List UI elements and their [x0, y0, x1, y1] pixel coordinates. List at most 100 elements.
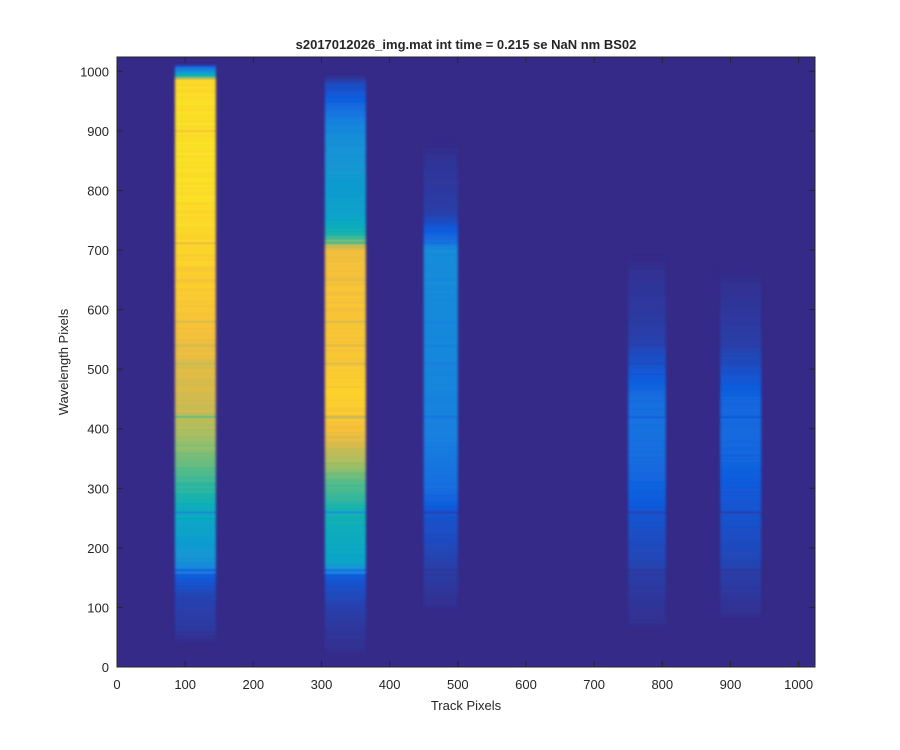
heatmap-cell: [324, 397, 366, 400]
heatmap-cell: [174, 601, 216, 603]
heatmap-cell: [720, 461, 762, 464]
heatmap-cell: [720, 518, 762, 521]
heatmap-cell: [423, 199, 458, 202]
heatmap-cell: [324, 271, 366, 273]
heatmap-cell: [423, 551, 458, 553]
heatmap-cell: [423, 523, 458, 526]
heatmap-cell: [324, 203, 366, 206]
heatmap-cell: [324, 314, 366, 316]
heatmap-cell: [324, 482, 366, 484]
heatmap-cell: [720, 508, 762, 511]
heatmap-cell: [423, 454, 458, 457]
heatmap-cell: [324, 293, 366, 296]
heatmap-cell: [174, 256, 216, 259]
heatmap-cell: [628, 448, 666, 451]
heatmap-cell: [174, 136, 216, 139]
heatmap-cell: [423, 268, 458, 271]
heatmap-cell: [423, 283, 458, 285]
heatmap-cell: [423, 174, 458, 177]
heatmap-cell: [324, 206, 366, 209]
heatmap-cell: [423, 503, 458, 506]
heatmap-cell: [324, 231, 366, 234]
heatmap-cell: [423, 230, 458, 233]
heatmap-cell: [628, 489, 666, 491]
heatmap-cell: [174, 175, 216, 178]
heatmap-cell: [324, 489, 366, 491]
heatmap-cell: [423, 603, 458, 606]
heatmap-cell: [324, 250, 366, 253]
heatmap-cell: [324, 383, 366, 385]
heatmap-cell: [174, 109, 216, 111]
heatmap-cell: [174, 623, 216, 626]
heatmap-cell: [423, 185, 458, 188]
heatmap-cell: [174, 304, 216, 307]
heatmap-cell: [174, 455, 216, 458]
heatmap-cell: [628, 476, 666, 478]
heatmap-cell: [174, 174, 216, 177]
heatmap-cell: [720, 566, 762, 569]
heatmap-cell: [324, 310, 366, 313]
heatmap-cell: [423, 412, 458, 415]
heatmap-cell: [174, 591, 216, 594]
heatmap-cell: [174, 99, 216, 102]
heatmap-cell: [720, 346, 762, 348]
heatmap-cell: [720, 395, 762, 397]
heatmap-cell: [324, 549, 366, 552]
heatmap-cell: [324, 433, 366, 435]
heatmap-cell: [720, 281, 762, 284]
heatmap-cell: [324, 208, 366, 210]
heatmap-cell: [174, 261, 216, 264]
heatmap-cell: [628, 414, 666, 416]
heatmap-cell: [324, 579, 366, 582]
heatmap-cell: [174, 403, 216, 406]
heatmap-cell: [174, 607, 216, 609]
heatmap-cell: [324, 228, 366, 231]
heatmap-cell: [324, 277, 366, 279]
heatmap-cell: [423, 330, 458, 333]
heatmap-cell: [423, 536, 458, 539]
heatmap-cell: [174, 563, 216, 565]
heatmap-cell: [174, 269, 216, 272]
heatmap-cell: [423, 291, 458, 294]
heatmap-cell: [423, 420, 458, 422]
heatmap-cell: [174, 460, 216, 463]
heatmap-band-5: [720, 267, 762, 618]
heatmap-cell: [174, 181, 216, 184]
heatmap-cell: [174, 626, 216, 628]
heatmap-cell: [720, 548, 762, 551]
heatmap-cell: [423, 393, 458, 396]
heatmap-cell: [324, 163, 366, 166]
heatmap-cell: [423, 595, 458, 598]
heatmap-cell: [324, 635, 366, 638]
heatmap-cell: [174, 483, 216, 486]
heatmap-cell: [324, 99, 366, 102]
heatmap-cell: [324, 560, 366, 563]
heatmap-cell: [720, 466, 762, 469]
heatmap-cell: [720, 449, 762, 452]
heatmap-cell: [174, 126, 216, 129]
heatmap-cell: [174, 364, 216, 366]
heatmap-cell: [423, 471, 458, 474]
heatmap-cell: [720, 389, 762, 391]
heatmap-cell: [174, 177, 216, 179]
heatmap-cell: [174, 78, 216, 80]
heatmap-cell: [720, 503, 762, 506]
heatmap-cell: [174, 198, 216, 201]
heatmap-cell: [324, 324, 366, 327]
heatmap-cell: [174, 361, 216, 364]
heatmap-cell: [423, 247, 458, 250]
heatmap-cell: [720, 561, 762, 564]
heatmap-cell: [423, 395, 458, 397]
heatmap-cell: [423, 487, 458, 490]
heatmap-cell: [423, 578, 458, 581]
heatmap-cell: [423, 163, 458, 166]
heatmap-cell: [423, 540, 458, 543]
heatmap-cell: [324, 343, 366, 346]
heatmap-cell: [423, 501, 458, 503]
heatmap-cell: [628, 576, 666, 578]
heatmap-cell: [324, 192, 366, 195]
heatmap-cell: [628, 454, 666, 457]
heatmap-cell: [423, 427, 458, 430]
heatmap-cell: [628, 622, 666, 625]
heatmap-cell: [324, 154, 366, 157]
